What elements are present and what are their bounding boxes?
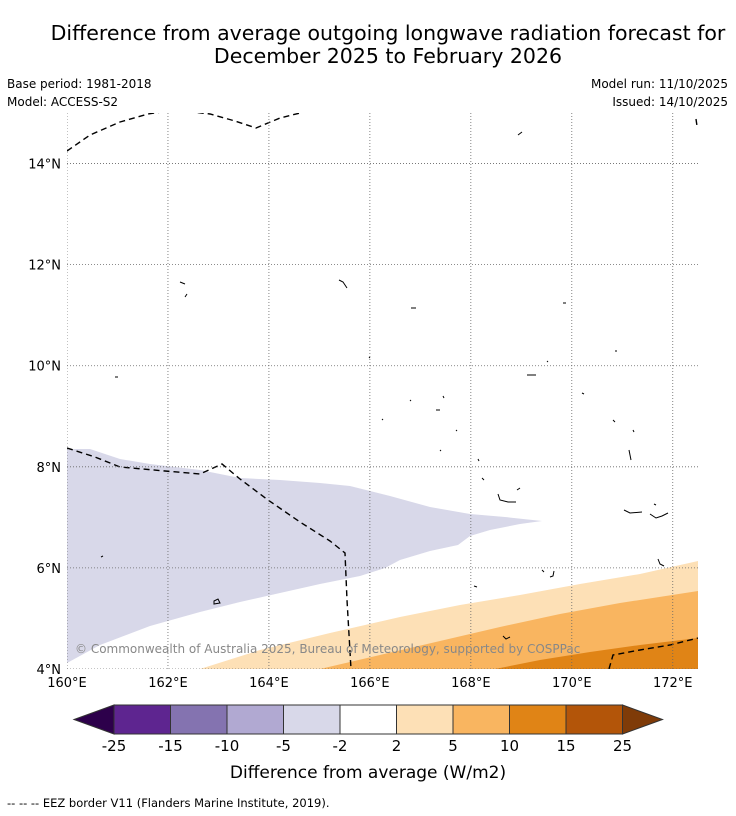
island [455,429,458,432]
anomaly-region-5-to-10 [320,591,698,669]
colorbar-tick-label: -5 [276,737,291,755]
island [649,512,669,519]
lat-tick-label: 4°N [37,663,62,678]
eez-border-east-top [695,118,698,127]
colorbar-tick-label: 25 [613,737,632,755]
island [100,555,104,558]
lon-tick-label: 168°E [451,676,491,691]
colorbar-segment [170,704,228,735]
gridlines [67,113,698,669]
colorbar-under-arrow [72,704,115,735]
anomaly-region-neg2-to-neg5 [67,449,542,663]
island [442,395,445,399]
colorbar-tick-label: -10 [215,737,240,755]
island [497,493,516,503]
meta-left: Base period: 1981-2018 Model: ACCESS-S2 [7,75,152,111]
colorbar-tick-label: -25 [102,737,127,755]
island [179,281,186,285]
island [516,487,521,491]
islands [100,131,669,640]
colorbar-segment [339,704,397,735]
island [184,293,188,298]
eez-borders [67,113,698,669]
colorbar-tick-label: 10 [500,737,519,755]
axis-labels: 160°E 162°E 164°E 166°E 168°E 170°E 172°E 4°N 6°… [28,158,692,691]
map-plot-area: © Commonwealth of Australia 2025, Bureau… [67,113,698,669]
island [381,418,384,421]
eez-border-west [67,447,352,669]
colorbar-tick-label: 2 [392,737,402,755]
island [581,392,585,395]
colorbar-tick-label: 15 [556,737,575,755]
island [549,570,555,578]
island [502,635,511,640]
colorbar-segment [509,704,567,735]
colorbar-segment [452,704,510,735]
model-run: Model run: 11/10/2025 [590,77,728,91]
island [546,360,549,363]
island [657,558,665,567]
lon-tick-label: 160°E [47,676,87,691]
lon-tick-label: 172°E [653,676,693,691]
colorbar: -25 -15 -10 -5 -2 2 5 10 15 25 [72,704,664,755]
lon-tick-label: 166°E [350,676,390,691]
lon-tick-label: 162°E [148,676,188,691]
issued-date: Issued: 14/10/2025 [612,95,728,109]
model-name: Model: ACCESS-S2 [7,95,119,109]
eez-border-east [608,637,698,669]
lon-tick-label: 170°E [552,676,592,691]
island [517,131,523,136]
colorbar-over-arrow [622,704,664,735]
copyright-notice: © Commonwealth of Australia 2025, Bureau… [75,642,580,656]
colorbar-segment [226,704,284,735]
island [623,509,643,514]
island [409,399,412,402]
lon-tick-label: 164°E [249,676,289,691]
eez-border-north [67,113,301,152]
colorbar-tick-label: -15 [158,737,183,755]
title-line-1: Difference from average outgoing longwav… [50,21,726,45]
meta-right: Model run: 11/10/2025 Issued: 14/10/2025 [591,75,728,111]
chart-title: Difference from average outgoing longwav… [0,22,736,68]
title-line-2: December 2025 to February 2026 [213,44,563,68]
lat-tick-label: 10°N [28,360,61,375]
island [541,569,545,573]
island [481,477,485,481]
island [213,598,221,605]
island [368,356,371,359]
island [477,458,480,462]
eez-legend-note: -- -- -- EEZ border V11 (Flanders Marine… [7,796,330,810]
colorbar-tick-label: -2 [333,737,348,755]
base-period: Base period: 1981-2018 [7,77,152,91]
colorbar-segment [283,704,341,735]
lat-tick-label: 8°N [37,461,62,476]
island [632,429,635,433]
anomaly-region-10-to-15 [495,638,698,669]
colorbar-label: Difference from average (W/m2) [230,763,506,783]
lat-tick-label: 6°N [37,562,62,577]
island [473,585,478,588]
island [628,449,632,461]
island [338,279,348,289]
lat-tick-label: 14°N [28,158,61,173]
colorbar-segment [396,704,454,735]
island [439,449,442,452]
colorbar-segment [113,704,171,735]
island [612,419,616,423]
lat-tick-label: 12°N [28,259,61,274]
colorbar-segment [565,704,623,735]
colorbar-tick-label: 5 [448,737,458,755]
island [653,503,657,506]
